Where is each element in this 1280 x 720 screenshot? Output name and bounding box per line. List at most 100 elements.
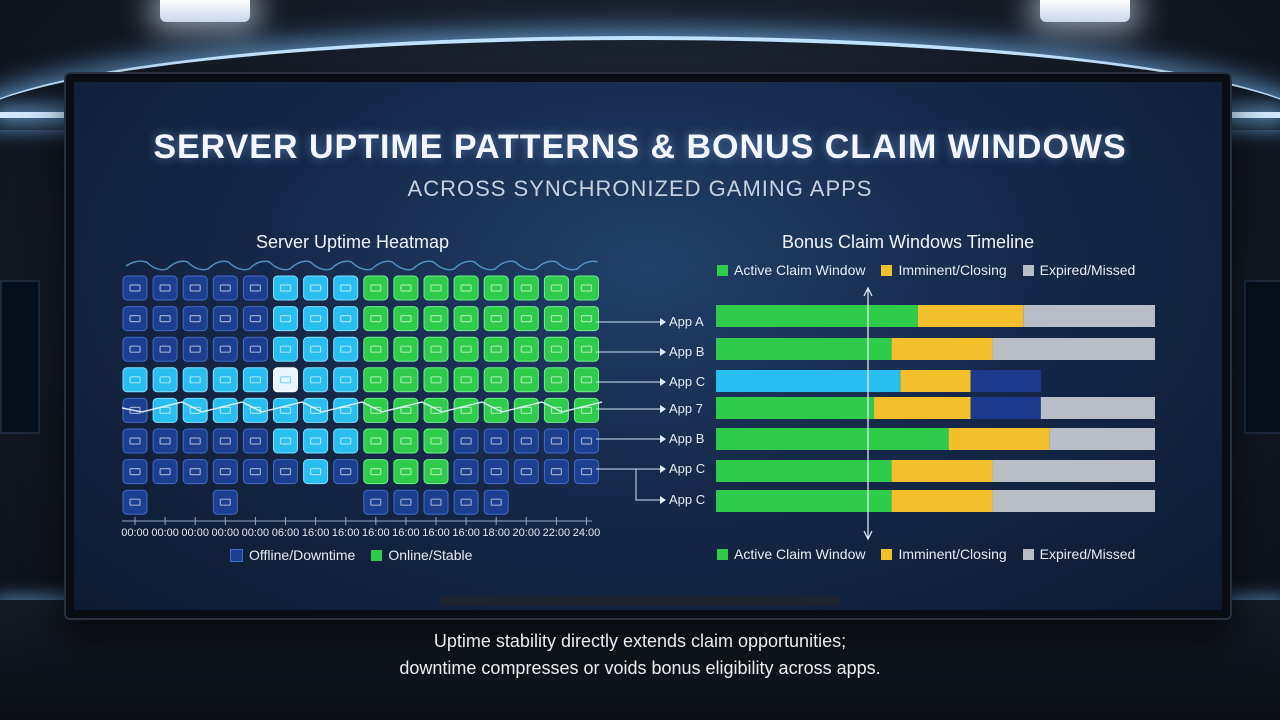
server-icon: [219, 468, 231, 476]
heatmap-cell: [423, 306, 449, 332]
server-icon: [279, 376, 292, 384]
heatmap-cell: [182, 336, 208, 362]
page-subtitle: Across Synchronized Gaming Apps: [407, 176, 873, 201]
heatmap-cell: [483, 367, 509, 393]
x-tick-label: 00:00: [212, 527, 240, 539]
server-icon: [550, 376, 563, 384]
connector-arrowhead: [660, 465, 666, 473]
heatmap-cell: [543, 306, 569, 332]
server-icon: [430, 376, 442, 384]
heatmap-cell: [333, 306, 359, 332]
x-tick-label: 00:00: [121, 527, 149, 539]
server-icon: [279, 468, 292, 476]
heatmap-cell: [453, 428, 479, 454]
display-stand: [440, 596, 840, 606]
x-tick-label: 24:00: [573, 527, 601, 539]
time-marker-arrow-up: [863, 286, 873, 297]
heatmap-cell: [363, 397, 389, 423]
heatmap-cell: [574, 367, 599, 393]
server-icon: [370, 498, 382, 506]
heatmap-cell: [483, 306, 509, 332]
heatmap-cell: [122, 367, 148, 393]
heatmap-cell: [363, 336, 389, 362]
heatmap-cell: [483, 459, 509, 485]
heatmap-cell: [273, 428, 298, 454]
heatmap-cell: [513, 306, 539, 332]
server-icon: [400, 315, 412, 323]
legend-swatch-imminent: [881, 264, 893, 276]
connector-arrowhead: [660, 348, 666, 356]
heatmap-cell: [543, 367, 569, 393]
server-icon: [520, 345, 532, 353]
server-icon: [490, 406, 502, 414]
server-icon: [580, 406, 593, 414]
server-icon: [340, 315, 352, 323]
heatmap-cell: [303, 275, 329, 301]
heatmap-cell: [212, 367, 238, 393]
heatmap-cell: [483, 275, 509, 301]
app-label: App B: [669, 344, 704, 359]
server-icon: [189, 315, 201, 323]
server-icon: [219, 345, 231, 353]
server-icon: [279, 437, 292, 445]
heatmap-cell: [273, 306, 298, 332]
heatmap-cell: [574, 275, 599, 301]
server-icon: [159, 315, 171, 323]
heatmap-cell: [273, 367, 298, 393]
heatmap-cell: [273, 459, 298, 485]
connector-arrowhead: [660, 496, 666, 504]
timeline-segment: [716, 370, 901, 392]
server-icon: [340, 468, 352, 476]
server-icon: [249, 284, 261, 292]
heatmap-cell: [182, 367, 208, 393]
caption: Uptime stability directly extends claim …: [0, 628, 1280, 682]
heatmap-cell: [513, 459, 539, 485]
timeline-segment: [992, 460, 1155, 482]
app-label: App 7: [669, 401, 703, 416]
x-tick-label: 22:00: [543, 527, 571, 539]
server-icon: [189, 437, 201, 445]
heatmap-cell: [303, 428, 329, 454]
legend-label-imminent: Imminent/Closing: [898, 262, 1007, 278]
timeline-segment: [992, 338, 1155, 360]
heatmap-cell: [152, 336, 178, 362]
heatmap-cell: [152, 459, 178, 485]
heatmap-cell: [242, 459, 268, 485]
timeline-segment: [900, 370, 971, 392]
server-icon: [520, 315, 532, 323]
server-icon: [550, 437, 563, 445]
server-icon: [159, 468, 171, 476]
app-label: App A: [669, 314, 704, 329]
server-icon: [340, 376, 352, 384]
server-icon: [310, 376, 322, 384]
server-icon: [490, 284, 502, 292]
heatmap-cell: [423, 367, 449, 393]
x-tick-label: 16:00: [302, 527, 330, 539]
server-icon: [400, 468, 412, 476]
heatmap-legend: Offline/Downtime Online/Stable: [230, 547, 488, 563]
heatmap-cell: [483, 428, 509, 454]
heatmap-cell: [513, 336, 539, 362]
heatmap-cell: [242, 428, 268, 454]
timeline-title: Bonus Claim Windows Timeline: [782, 232, 1035, 252]
heatmap-cell: [453, 336, 479, 362]
heatmap-cell: [333, 336, 359, 362]
server-icon: [189, 468, 201, 476]
server-icon: [279, 345, 292, 353]
server-icon: [340, 345, 352, 353]
server-icon: [520, 376, 532, 384]
heatmap-cell: [543, 275, 569, 301]
server-icon: [129, 345, 141, 353]
server-icon: [370, 468, 382, 476]
heatmap-cell: [423, 489, 449, 515]
timeline-segment: [716, 397, 875, 419]
server-icon: [430, 468, 442, 476]
heatmap-cell: [423, 459, 449, 485]
heatmap-cell: [393, 397, 419, 423]
legend-label-offline: Offline/Downtime: [249, 547, 356, 563]
heatmap-cell: [543, 397, 569, 423]
heatmap-cell: [363, 489, 389, 515]
server-icon: [520, 437, 532, 445]
connector-line: [635, 469, 660, 501]
heatmap-cell: [303, 367, 329, 393]
